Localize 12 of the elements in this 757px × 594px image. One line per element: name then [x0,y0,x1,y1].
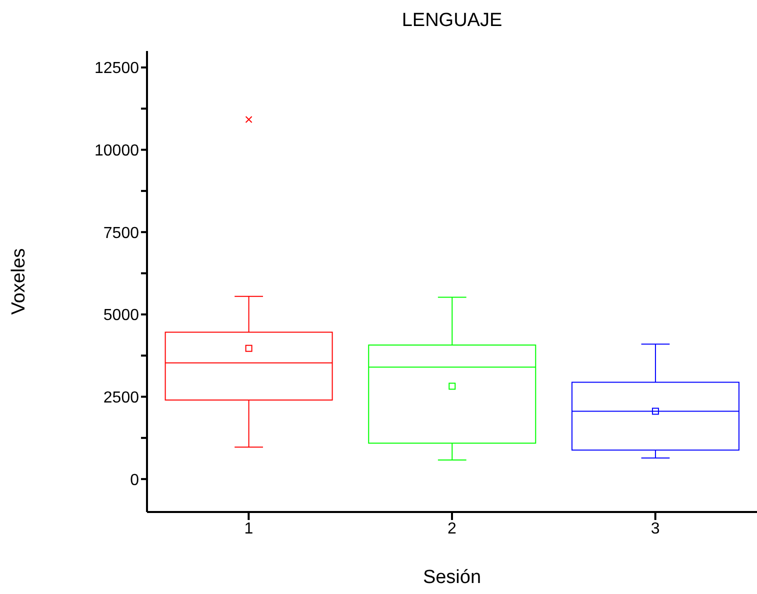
y-axis-title: Voxeles [8,248,30,315]
y-tick-label: 12500 [94,60,140,78]
x-tick-label: 3 [650,520,660,538]
x-tick-label: 2 [448,520,457,538]
y-tick-label: 7500 [103,224,140,242]
y-tick-label: 10000 [94,142,140,160]
chart-title: LENGUAJE [400,10,504,32]
y-tick-label: 5000 [103,307,140,324]
y-tick-label: 0 [130,472,140,489]
y-tick-label: 2500 [103,389,140,406]
x-tick-label: 1 [244,520,254,538]
x-axis-title: Sesión [422,567,482,588]
